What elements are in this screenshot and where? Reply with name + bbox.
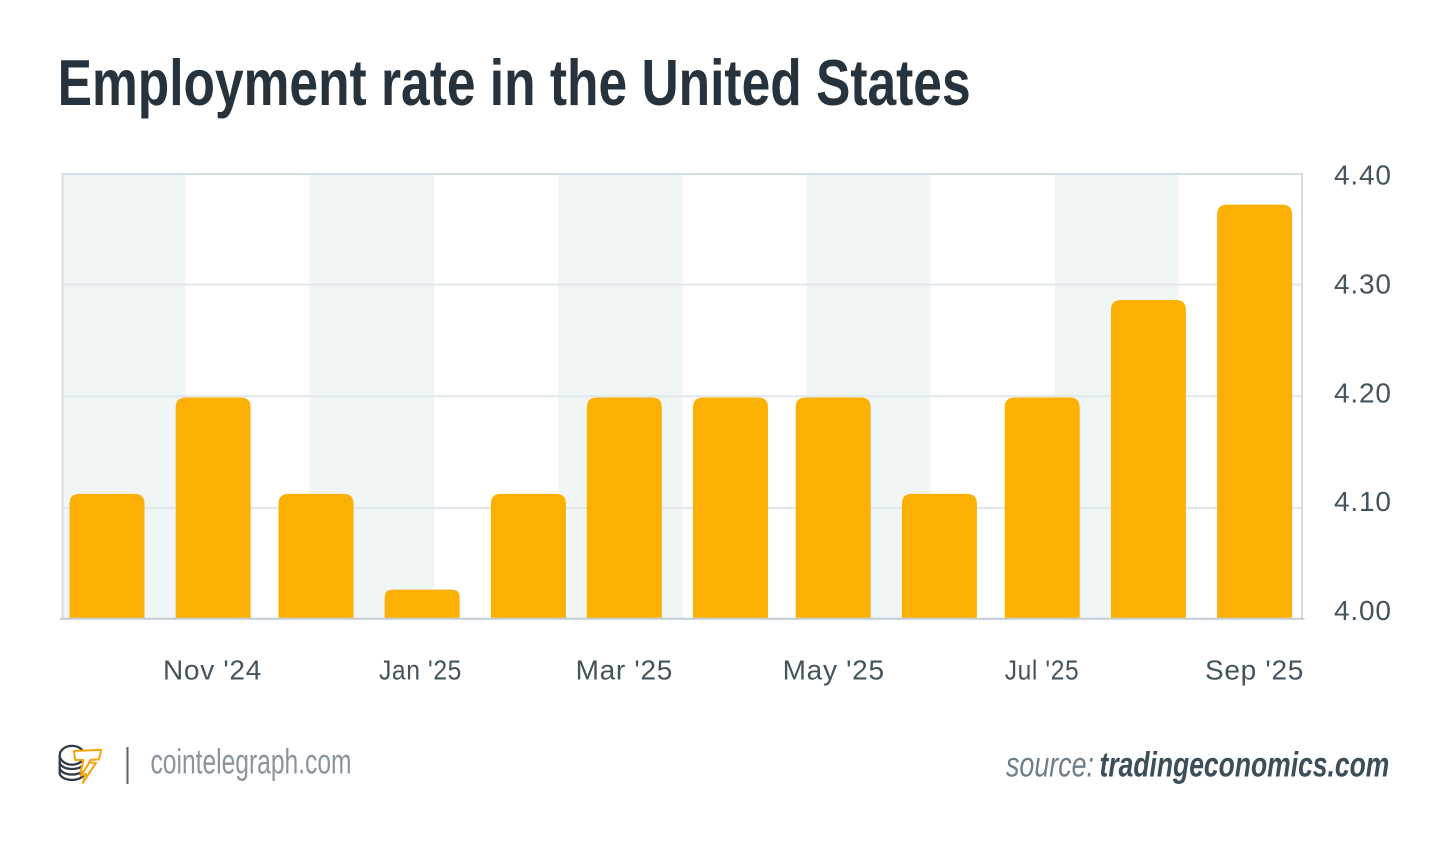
- svg-text:May '25: May '25: [783, 655, 885, 686]
- svg-text:4.00: 4.00: [1334, 595, 1392, 626]
- svg-text:Mar '25: Mar '25: [576, 655, 673, 686]
- svg-text:4.10: 4.10: [1334, 486, 1392, 517]
- svg-text:source:: source:: [1006, 746, 1094, 785]
- svg-text:Jan '25: Jan '25: [379, 655, 462, 686]
- svg-text:Employment rate in the United: Employment rate in the United States: [58, 46, 971, 119]
- svg-text:Nov '24: Nov '24: [163, 655, 262, 686]
- svg-text:Sep '25: Sep '25: [1205, 655, 1304, 686]
- svg-text:4.40: 4.40: [1334, 160, 1392, 191]
- svg-text:4.20: 4.20: [1334, 377, 1392, 408]
- svg-text:tradingeconomics.com: tradingeconomics.com: [1100, 746, 1390, 785]
- svg-text:4.30: 4.30: [1334, 269, 1392, 300]
- svg-text:cointelegraph.com: cointelegraph.com: [151, 743, 352, 782]
- svg-text:Jul '25: Jul '25: [1005, 655, 1080, 686]
